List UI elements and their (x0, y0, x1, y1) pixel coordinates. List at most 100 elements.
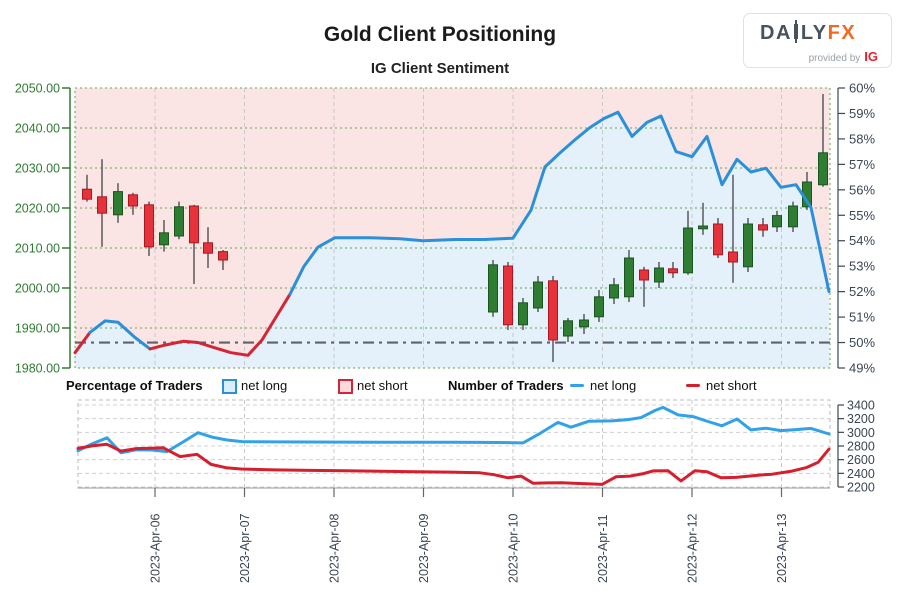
candle-body (144, 204, 154, 248)
candle-up (788, 201, 798, 232)
candle-down (668, 262, 678, 278)
legend-count-net-short: net short (706, 378, 757, 393)
candle-body (654, 267, 664, 283)
count-tick-label: 3200 (847, 412, 875, 426)
candle-body (698, 225, 708, 230)
pct-net-short-line (148, 292, 292, 357)
main-chart (73, 87, 831, 369)
candle-up (654, 262, 664, 288)
price-tick-label: 1980.00 (15, 362, 60, 376)
candle-body (533, 281, 543, 309)
net-short-area (75, 88, 830, 356)
candle-body (683, 227, 693, 274)
legend-count-net-long: net long (590, 378, 637, 393)
candle-down (189, 204, 199, 284)
page-title: Gold Client Positioning (323, 23, 557, 46)
percent-axis: 49% 50% 51% 52% 53% 54% 55% 56% 57% 58% 59% 60% (837, 81, 875, 376)
pct-net-short-swatch (338, 379, 353, 394)
count-tick-label: 2600 (847, 453, 875, 467)
candle-body (203, 242, 213, 254)
candlestick-i-icon (793, 20, 798, 43)
candle-body (174, 206, 184, 237)
legend-pct-net-short: net short (357, 378, 408, 393)
count-tick-label: 2800 (847, 440, 875, 454)
candle-down (758, 218, 768, 237)
candle-body (159, 232, 169, 246)
candle-down (713, 218, 723, 258)
pct-net-long-line (288, 110, 831, 296)
count-tick-label: 2400 (847, 467, 875, 481)
price-tick-label: 2030.00 (15, 162, 60, 176)
candle-down (97, 159, 107, 247)
date-label: 2023-Apr-06 (149, 513, 163, 583)
candle-body (624, 257, 634, 298)
candle-body (609, 284, 619, 299)
candle-body (772, 215, 782, 228)
count-tick-label: 3000 (847, 426, 875, 440)
percent-tick-label: 52% (849, 284, 875, 299)
candle-down (203, 227, 213, 268)
candle-body (639, 269, 649, 281)
candle-body (488, 264, 498, 313)
count-tick-label: 2200 (847, 481, 875, 495)
date-label: 2023-Apr-10 (507, 513, 521, 583)
candle-up (518, 298, 528, 330)
candle-down (503, 262, 513, 330)
candle-up (579, 314, 589, 334)
percent-tick-label: 51% (849, 310, 875, 325)
percent-tick-label: 50% (849, 335, 875, 350)
chart-subtitle: IG Client Sentiment (370, 60, 510, 77)
legend-pct-net-long: net long (241, 378, 288, 393)
candle-body (503, 265, 513, 326)
percent-tick-label: 58% (849, 131, 875, 146)
logo-text-da: DA (760, 22, 792, 44)
price-tick-label: 2010.00 (15, 242, 60, 256)
candle-up (683, 210, 693, 275)
percent-tick-label: 54% (849, 233, 875, 248)
date-label: 2023-Apr-13 (775, 513, 789, 583)
percent-tick-label: 53% (849, 259, 875, 274)
candle-body (713, 223, 723, 256)
main-plot-border (74, 87, 831, 369)
count-tick-label: 3400 (847, 399, 875, 413)
candle-up (113, 183, 123, 223)
candle-down (728, 174, 738, 283)
provided-by: provided by IG (808, 49, 878, 64)
price-tick-label: 2000.00 (15, 282, 60, 296)
candle-body (97, 196, 107, 214)
candle-body (579, 319, 589, 328)
candle-body (128, 194, 138, 207)
candle-body (728, 251, 738, 263)
legend-number-of-traders: Number of Traders (448, 378, 564, 393)
candle-down (128, 192, 138, 215)
price-tick-label: 2020.00 (15, 202, 60, 216)
candle-body (563, 320, 573, 337)
candle-down (82, 174, 92, 202)
logo-text-ly: LY (800, 22, 828, 44)
candle-body (668, 268, 678, 274)
candle-up (818, 94, 828, 187)
price-tick-label: 2040.00 (15, 122, 60, 136)
candle-up (533, 276, 543, 312)
candle-down (639, 266, 649, 307)
count-net-short-line (76, 442, 831, 486)
candle-body (518, 302, 528, 326)
candle-up (772, 210, 782, 232)
dailyfx-logo: DA LYFX provided by IG (743, 13, 892, 68)
candle-body (743, 223, 753, 268)
candle-down (548, 276, 558, 362)
pct-net-short-line (73, 330, 92, 355)
ig-logo: IG (864, 49, 878, 64)
candle-up (594, 290, 604, 322)
candle-down (218, 250, 228, 270)
candle-down (144, 201, 154, 256)
date-label: 2023-Apr-09 (417, 513, 431, 583)
price-tick-label: 1990.00 (15, 322, 60, 336)
candle-body (218, 251, 228, 261)
price-tick-label: 2050.00 (15, 82, 60, 96)
percent-tick-label: 49% (849, 361, 875, 376)
candle-up (743, 218, 753, 272)
candle-up (609, 278, 619, 304)
